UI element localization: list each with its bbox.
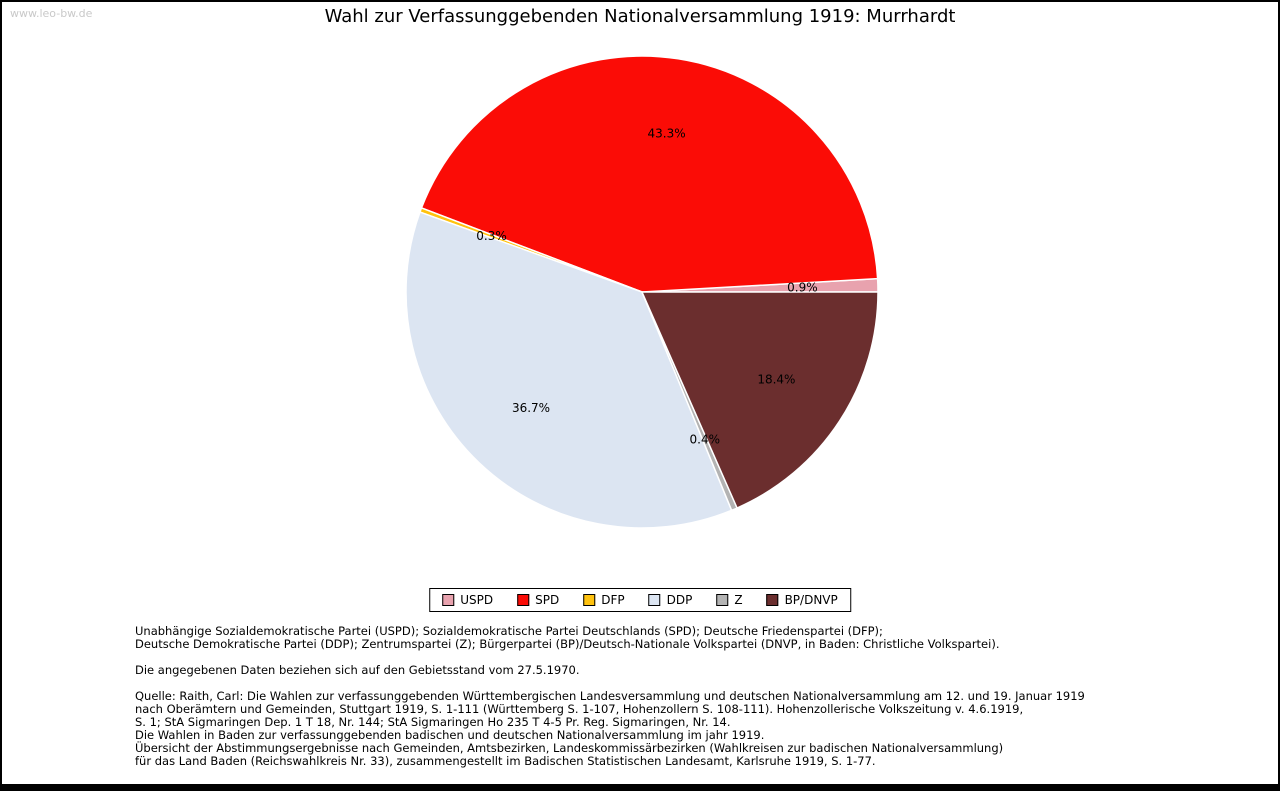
legend-swatch (517, 594, 530, 606)
legend-label: DFP (601, 593, 625, 607)
legend-label: DDP (666, 593, 693, 607)
legend-label: Z (734, 593, 743, 607)
legend-item-DDP: DDP (648, 593, 693, 607)
pie-chart: 0.9% 43.3% 0.3% 36.7% 0.4% 18.4% (405, 55, 879, 529)
footnotes: Unabhängige Sozialdemokratische Partei (… (135, 625, 1195, 781)
pie-slice-SPD (420, 55, 879, 293)
territorial-status-note: Die angegebenen Daten beziehen sich auf … (135, 663, 580, 677)
legend-item-BP/DNVP: BP/DNVP (766, 593, 838, 607)
pie-slice-percent-label: 36.7% (512, 401, 550, 415)
legend-swatch (583, 594, 596, 606)
watermark: www.leo-bw.de (10, 7, 93, 20)
legend-label: USPD (460, 593, 494, 607)
legend-swatch (648, 594, 661, 606)
pie-slice-percent-label: 0.4% (690, 433, 721, 447)
pie-slice-percent-label: 0.3% (476, 229, 507, 243)
pie-slice-percent-label: 43.3% (648, 126, 686, 140)
pie-slice-percent-label: 0.9% (787, 281, 818, 295)
legend-item-DFP: DFP (583, 593, 625, 607)
legend-label: SPD (535, 593, 560, 607)
legend-swatch (716, 594, 729, 606)
pie-slice-percent-label: 18.4% (757, 373, 795, 387)
legend-box: USPD SPD DFP DDP Z BP/DNVP (429, 588, 851, 612)
legend-item-Z: Z (716, 593, 743, 607)
pie-slice-DDP (405, 211, 733, 529)
pie-slice-BP/DNVP (641, 291, 879, 509)
legend-item-SPD: SPD (517, 593, 559, 607)
source-note: Quelle: Raith, Carl: Die Wahlen zur verf… (135, 689, 1085, 768)
page-title: Wahl zur Verfassunggebenden Nationalvers… (324, 6, 956, 27)
legend-label: BP/DNVP (784, 593, 838, 607)
legend-swatch (766, 594, 779, 606)
legend-item-USPD: USPD (442, 593, 493, 607)
legend-swatch (442, 594, 455, 606)
party-abbreviation-note: Unabhängige Sozialdemokratische Partei (… (135, 624, 1000, 651)
